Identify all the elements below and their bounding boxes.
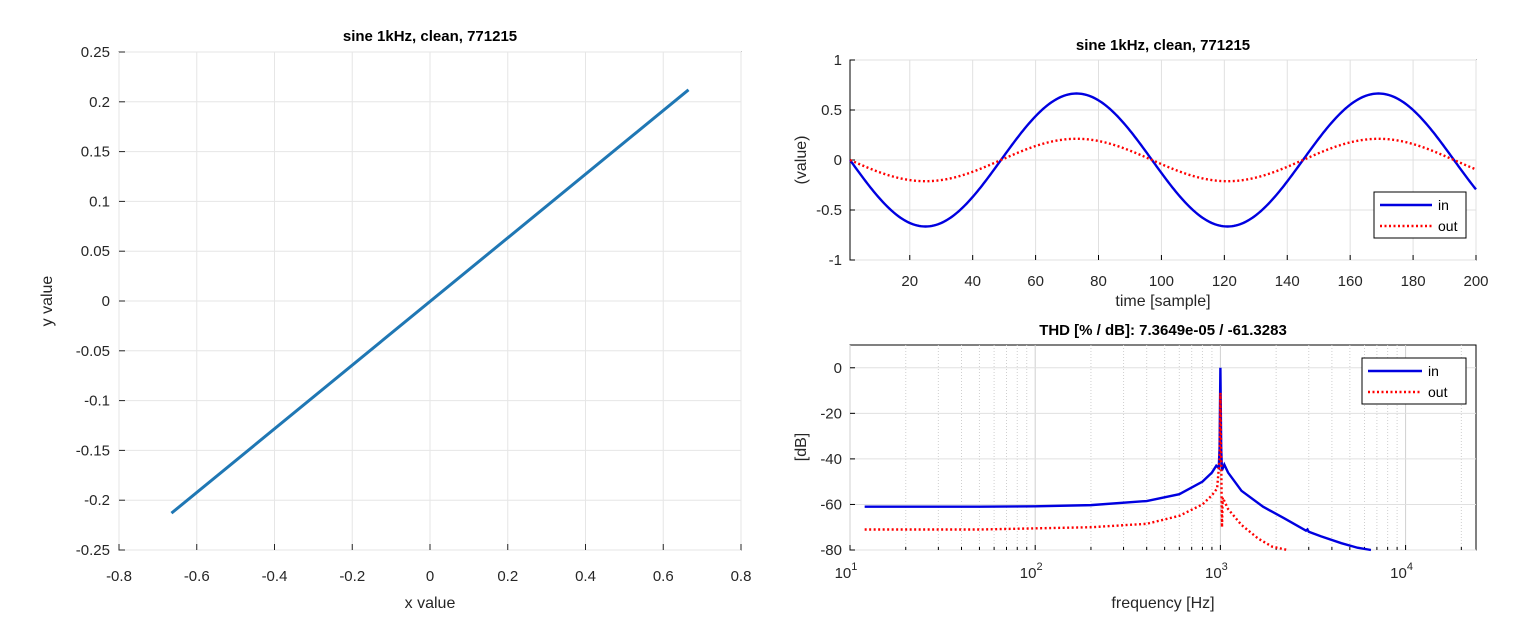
xy-y-tick-label: -0.05 (76, 343, 110, 360)
time-grid (850, 59, 1477, 261)
xy-y-label: y value (39, 276, 56, 327)
xy-y-tick-label: -0.2 (84, 492, 110, 509)
time-x-tick-label: 140 (1275, 273, 1300, 290)
time-series (849, 92, 1477, 228)
time-y-label: (value) (793, 136, 810, 185)
xy-x-tick-label: -0.8 (106, 568, 132, 585)
time-title: sine 1kHz, clean, 771215 (1076, 37, 1250, 54)
spectrum-y-tick-label: -80 (820, 542, 842, 559)
time-series-in (849, 92, 1477, 228)
xy-plot: -0.8 -0.6 -0.4 -0.2 0 0.2 0.4 0.6 0.8 -0.25 -0.2 -0… (39, 28, 751, 612)
xy-x-label: x value (405, 595, 456, 612)
time-x-tick-label: 20 (901, 273, 918, 290)
spectrum-legend-label-in: in (1428, 363, 1439, 379)
time-legend-label-out: out (1438, 218, 1458, 234)
xy-x-tick-label: -0.6 (184, 568, 210, 585)
xy-series-line (170, 88, 690, 515)
xy-y-tick-label: 0.2 (89, 94, 110, 111)
xy-y-tick-label: -0.15 (76, 442, 110, 459)
xy-series (170, 88, 690, 515)
time-x-tick-label: 60 (1027, 273, 1044, 290)
xy-y-tick-label: 0.15 (81, 144, 110, 161)
time-x-tick-label: 180 (1401, 273, 1426, 290)
spectrum-x-tick-label: 103 (1205, 561, 1228, 582)
spectrum-legend-box (1361, 357, 1467, 405)
spectrum-y-tick-label: -20 (820, 405, 842, 422)
time-x-tick-label: 160 (1338, 273, 1363, 290)
xy-y-tick-label: -0.25 (76, 542, 110, 559)
spectrum-x-tick-label: 101 (835, 561, 858, 582)
time-x-tick-label: 100 (1149, 273, 1174, 290)
time-x-tick-label: 40 (964, 273, 981, 290)
spectrum-x-tick-label: 102 (1020, 561, 1043, 582)
xy-x-tick-label: 0 (426, 568, 434, 585)
xy-x-tick-label: -0.2 (339, 568, 365, 585)
xy-ticks: -0.8 -0.6 -0.4 -0.2 0 0.2 0.4 0.6 0.8 -0.25 -0.2 -0… (76, 44, 752, 585)
time-series-out (849, 137, 1477, 183)
time-plot: 20 40 60 80 100 120 140 160 180 200 -1 -0.5 0 0.5 1 si… (793, 37, 1489, 310)
time-x-label: time [sample] (1115, 293, 1210, 310)
spectrum-y-tick-label: -60 (820, 496, 842, 513)
spectrum-grid (849, 345, 1476, 551)
time-legend: in out (1373, 191, 1467, 239)
spectrum-series (864, 367, 1372, 552)
time-legend-box (1373, 191, 1467, 239)
xy-x-tick-label: 0.6 (653, 568, 674, 585)
spectrum-legend: in out (1361, 357, 1467, 405)
xy-y-tick-label: -0.1 (84, 393, 110, 410)
time-y-tick-label: -1 (829, 252, 842, 269)
time-y-tick-label: 1 (834, 52, 842, 69)
time-x-tick-label: 80 (1090, 273, 1107, 290)
xy-x-tick-label: 0.4 (575, 568, 596, 585)
xy-y-tick-label: 0.25 (81, 44, 110, 61)
xy-x-tick-label: -0.4 (262, 568, 288, 585)
spectrum-series-out (864, 392, 1288, 552)
time-y-tick-label: 0 (834, 152, 842, 169)
time-x-tick-label: 200 (1463, 273, 1488, 290)
spectrum-plot: 101 102 103 104 -80 -60 -40 -20 0 THD [% / dB]: … (793, 322, 1477, 612)
xy-title: sine 1kHz, clean, 771215 (343, 28, 517, 45)
spectrum-x-label: frequency [Hz] (1111, 595, 1214, 612)
time-ticks: 20 40 60 80 100 120 140 160 180 200 -1 -0.5 0 0.5 1 (816, 52, 1488, 290)
time-y-tick-label: 0.5 (821, 102, 842, 119)
time-x-tick-label: 120 (1212, 273, 1237, 290)
spectrum-y-tick-label: -40 (820, 451, 842, 468)
spectrum-legend-label-out: out (1428, 384, 1448, 400)
spectrum-title: THD [% / dB]: 7.3649e-05 / -61.3283 (1039, 322, 1287, 339)
spectrum-x-tick-label: 104 (1390, 561, 1413, 582)
time-y-tick-label: -0.5 (816, 202, 842, 219)
xy-y-tick-label: 0.05 (81, 243, 110, 260)
xy-x-tick-label: 0.8 (731, 568, 752, 585)
spectrum-y-tick-label: 0 (834, 360, 842, 377)
spectrum-y-label: [dB] (793, 433, 810, 461)
xy-x-tick-label: 0.2 (497, 568, 518, 585)
xy-y-tick-label: 0 (102, 293, 110, 310)
time-legend-label-in: in (1438, 197, 1449, 213)
xy-y-tick-label: 0.1 (89, 193, 110, 210)
